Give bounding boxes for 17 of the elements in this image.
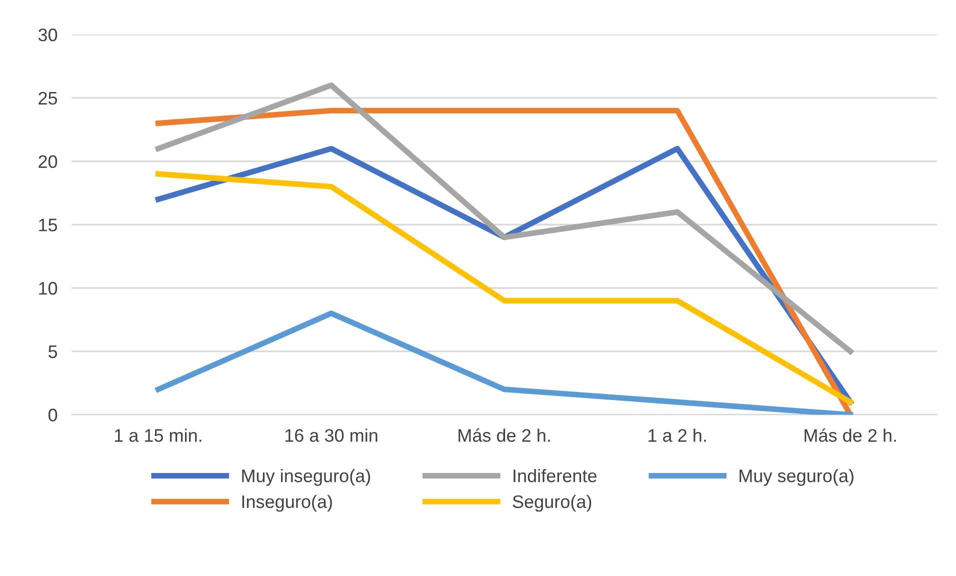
x-tick-label: 1 a 15 min. (114, 428, 202, 442)
y-tick-label: 20 (38, 155, 58, 168)
x-tick-label: Más de 2 h. (804, 428, 896, 442)
y-tick-label: 10 (39, 282, 58, 295)
x-tick-label: Más de 2 h. (458, 428, 550, 442)
legend-label: Muy seguro(a) (740, 468, 854, 486)
y-tick-label: 15 (39, 218, 58, 232)
legend-label: Indiferente (514, 468, 597, 482)
x-tick-label: 1 a 2 h. (648, 428, 706, 442)
x-tick-label: 16 a 30 min (285, 428, 378, 442)
legend-label: Seguro(a) (512, 494, 592, 512)
y-tick-label: 5 (48, 345, 58, 358)
y-tick-label: 25 (38, 92, 58, 105)
legend-label: Inseguro(a) (242, 494, 332, 512)
legend-label: Muy inseguro(a) (242, 468, 370, 486)
y-tick-label: 30 (38, 28, 58, 42)
y-tick-label: 0 (48, 408, 58, 422)
